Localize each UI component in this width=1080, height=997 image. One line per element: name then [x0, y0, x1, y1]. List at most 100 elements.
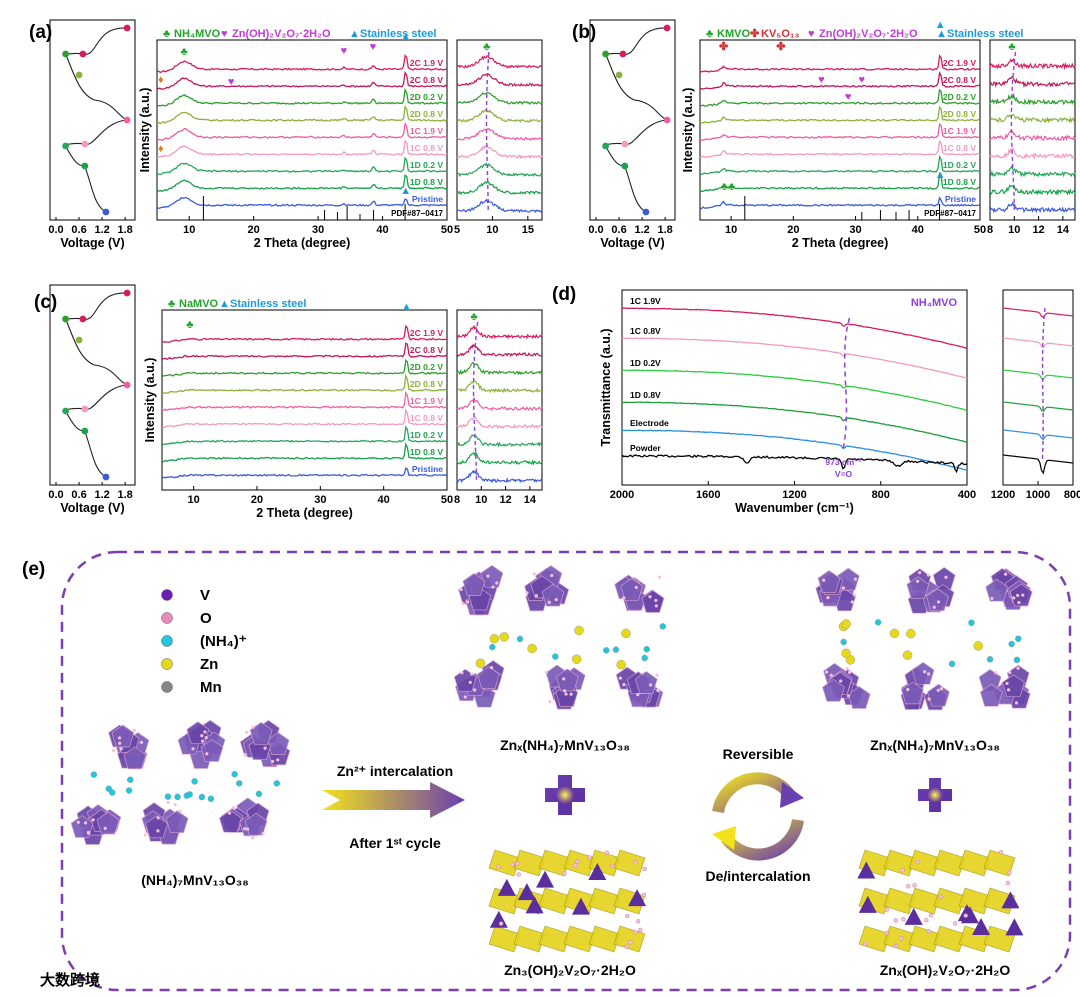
- oxygen-atom: [515, 861, 520, 866]
- x-tick-label: 14: [1057, 224, 1070, 236]
- peak-marker: ♣: [470, 311, 477, 323]
- zoom-trace: [989, 58, 1076, 71]
- zn-ion: [499, 632, 509, 642]
- oxygen-atom: [906, 688, 910, 692]
- peak-marker: ♣♣: [721, 181, 735, 193]
- nh4-ion: [659, 623, 667, 630]
- xrd-panel-c: 2C 1.9 V 2C 0.8 V 2D 0.2 V 2D 0.8 V 1C 1.9 V…: [34, 292, 453, 520]
- oxygen-atom: [944, 575, 948, 579]
- zoom-trace: [456, 144, 543, 160]
- oxygen-atom: [610, 863, 615, 869]
- polyhedron: [476, 666, 500, 689]
- legend-text: Stainless steel: [360, 28, 436, 40]
- ftir-zoom-panel: 1200 1000 800: [991, 289, 1080, 501]
- zn-polyhedron: [563, 849, 596, 877]
- zn-ion: [475, 658, 486, 668]
- polyhedra-cluster: [822, 662, 871, 709]
- oxygen-atom: [926, 928, 931, 934]
- legend-text: KMVO: [717, 28, 750, 40]
- zn-ion: [889, 628, 900, 639]
- oxygen-atom: [139, 740, 144, 744]
- legend-text: Zn(OH)₂V₂O₇·2H₂O: [819, 28, 918, 40]
- ftir-trace: [621, 307, 968, 350]
- oxygen-atom: [119, 747, 123, 751]
- legend-text: Zn(OH)₂V₂O₇·2H₂O: [232, 28, 331, 40]
- oxygen-atom: [550, 573, 554, 578]
- oxygen-atom: [1016, 593, 1020, 598]
- polyhedra-cluster: [70, 804, 122, 845]
- zoom-frame: [989, 39, 1076, 221]
- ftir-zoom-trace: [1002, 337, 1074, 349]
- nh4-ion: [1013, 656, 1021, 664]
- polyhedron: [822, 678, 845, 702]
- voltage-point: [102, 473, 110, 481]
- watermark: 大数跨境: [40, 971, 100, 989]
- ftir-trace: [621, 454, 968, 474]
- xrd-trace-label: 2C 1.9 V: [943, 58, 976, 68]
- oxygen-atom: [927, 697, 931, 701]
- ftir-zoom-trace: [1002, 454, 1074, 475]
- pdf-reference-label: PDF#87−0417: [924, 209, 976, 218]
- oxygen-atom: [250, 836, 255, 840]
- xrd-trace: [156, 139, 448, 159]
- oxygen-atom: [884, 930, 889, 936]
- xrd-trace-label: 2C 1.9 V: [410, 328, 443, 338]
- oxygen-atom: [853, 593, 857, 597]
- oxygen-atom: [1017, 600, 1021, 605]
- zn-polyhedron: [908, 887, 941, 915]
- ftir-trace: [621, 429, 968, 471]
- oxygen-atom: [618, 676, 622, 680]
- peak-marker: ♣: [483, 41, 490, 53]
- xrd-trace-label: 1C 0.8 V: [410, 143, 443, 153]
- xrd-trace-label: 1D 0.8 V: [410, 447, 443, 457]
- oxygen-atom: [466, 600, 470, 604]
- x-tick-label: 12: [499, 494, 511, 506]
- x-tick-label: 20: [251, 494, 263, 506]
- oxygen-atom: [893, 918, 898, 923]
- zoom-trace: [456, 361, 543, 376]
- oxygen-atom: [918, 571, 922, 575]
- voltage-tick-label: 0.0: [48, 489, 63, 501]
- voltage-tick-label: 1.8: [118, 224, 133, 236]
- oxygen-atom: [658, 575, 662, 579]
- oxygen-atom: [634, 585, 638, 590]
- atom-legend-label: Zn: [200, 656, 218, 673]
- x-tick-label: 1200: [991, 489, 1015, 501]
- xrd-trace: [156, 70, 448, 91]
- oxygen-atom: [638, 927, 643, 933]
- oxygen-atom: [459, 587, 463, 592]
- xrd-frame: [156, 39, 448, 221]
- oxygen-atom: [1012, 596, 1016, 600]
- nh4-ion: [90, 771, 98, 778]
- legend-text: NH₄MVO: [174, 28, 221, 40]
- oxygen-atom: [1008, 670, 1012, 675]
- peak-marker: ♥: [370, 41, 377, 53]
- voltage-point: [62, 407, 70, 415]
- ftir-trace: [621, 401, 968, 444]
- xrd-trace: [699, 171, 981, 193]
- oxygen-atom: [622, 596, 626, 600]
- oxygen-atom: [1021, 593, 1025, 597]
- polyhedron: [462, 572, 486, 596]
- xrd-trace: [156, 122, 448, 141]
- peak-marker: ♣: [180, 46, 187, 58]
- zoom-trace: [456, 380, 543, 394]
- oxygen-atom: [544, 670, 548, 674]
- x-tick-label: 30: [312, 224, 324, 236]
- xrd-trace-label: 2D 0.8 V: [410, 379, 443, 389]
- oxygen-atom: [261, 831, 265, 836]
- ftir-trace: [621, 369, 968, 411]
- y-axis-label: Intensity (a.u.): [681, 88, 695, 173]
- zoom-trace: [457, 109, 543, 123]
- schematic-panel-e: (e) VO (NH₄)⁺ Zn Mn (NH₄)₇MnV₁₃O₃₈ Zn²⁺ interc…: [22, 550, 1072, 992]
- oxygen-atom: [899, 936, 904, 941]
- legend-text: KV₅O₁₃: [761, 28, 800, 40]
- polyhedron: [453, 668, 477, 692]
- polyhedra-cluster: [544, 664, 586, 710]
- peak-marker: ▲: [935, 19, 946, 31]
- peak-marker: ♣: [1008, 41, 1015, 53]
- xrd-trace-label: 2D 0.8 V: [943, 109, 976, 119]
- xrd-trace-label: 1D 0.8 V: [410, 177, 443, 187]
